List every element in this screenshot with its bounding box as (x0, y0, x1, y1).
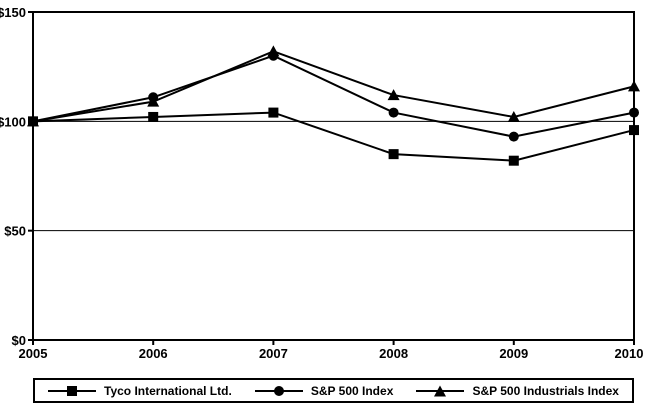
legend-line-sample (48, 385, 96, 396)
triangle-marker-icon (628, 80, 640, 92)
circle-marker-icon (508, 131, 519, 142)
series-line (32, 111, 635, 162)
square-marker-icon (388, 149, 399, 160)
legend-label-sp500: S&P 500 Index (310, 383, 394, 398)
x-axis-label: 2007 (259, 346, 288, 361)
x-axis-label: 2006 (139, 346, 168, 361)
series-line (32, 54, 635, 138)
legend-line-sample (254, 385, 303, 396)
x-axis-label: 2008 (379, 346, 408, 361)
x-axis-label: 2010 (615, 346, 644, 361)
performance-chart-svg: $0 $50 $100 $150 2005 2006 2007 2008 2009 2010 (0, 5, 644, 361)
legend-label-sp500-industrials: S&P 500 Industrials Index (472, 383, 619, 398)
circle-marker-icon (629, 107, 639, 118)
circle-marker-icon (388, 107, 399, 118)
x-axis-label: 2009 (499, 346, 528, 361)
y-axis-label: $150 (0, 5, 26, 20)
legend-line-sample (416, 385, 465, 396)
y-axis-label: $0 (12, 333, 26, 348)
triangle-marker-icon (434, 385, 447, 396)
square-marker-icon (148, 111, 159, 122)
plot-border (32, 11, 635, 341)
square-marker-icon (28, 116, 38, 127)
legend-label-tyco: Tyco International Ltd. (104, 383, 232, 398)
y-axis-label: $50 (4, 224, 26, 239)
square-marker-icon (67, 385, 77, 396)
legend-item-tyco: Tyco International Ltd. (48, 384, 232, 398)
square-marker-icon (508, 155, 519, 166)
legend: Tyco International Ltd. S&P 500 Index S&… (33, 378, 634, 403)
circle-marker-icon (268, 50, 279, 61)
square-marker-icon (629, 125, 639, 136)
legend-item-sp500-industrials: S&P 500 Industrials Index (416, 384, 619, 398)
circle-marker-icon (273, 385, 284, 396)
triangle-marker-icon (507, 110, 520, 122)
circle-marker-icon (148, 92, 159, 103)
y-axis-label: $100 (0, 114, 26, 129)
square-marker-icon (268, 107, 279, 118)
legend-item-sp500: S&P 500 Index (254, 383, 394, 398)
triangle-marker-icon (387, 89, 400, 101)
series-line (32, 50, 635, 123)
x-axis-label: 2005 (19, 346, 48, 361)
